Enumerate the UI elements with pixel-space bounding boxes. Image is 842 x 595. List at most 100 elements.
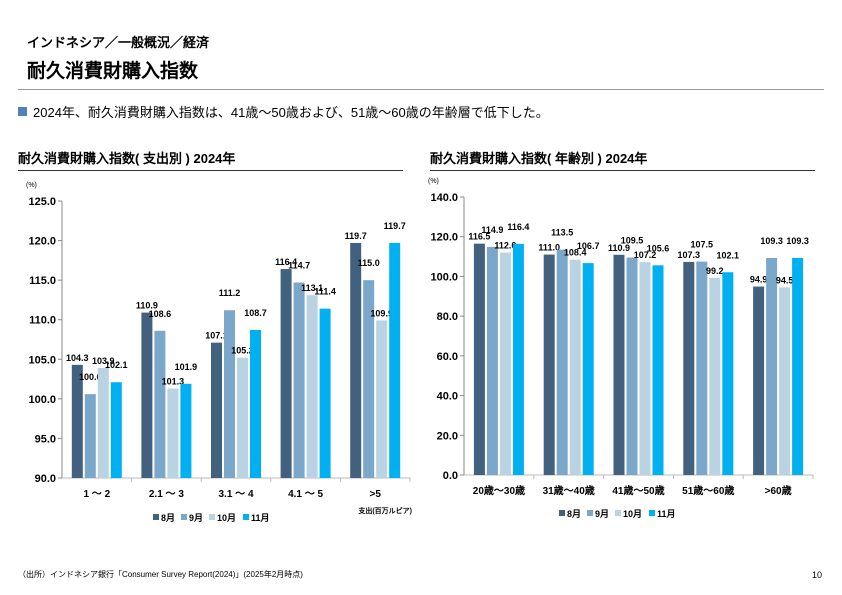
bar-8月	[473, 243, 485, 475]
bar-8月	[71, 364, 83, 478]
bar-11月	[319, 308, 331, 478]
chart-spending: (%) 90.0 95.0 100.0 105.0 110.0 115.0 120.0 125.…	[26, 182, 412, 523]
x-tick-label: 4.1 ～ 5	[288, 489, 323, 500]
y-tick-label: 115.0	[29, 275, 56, 287]
bar-9月	[766, 257, 778, 475]
legend-swatch-9月	[587, 510, 593, 516]
data-label: 115.0	[358, 258, 380, 268]
summary-bullet: 2024年、耐久消費財購入指数は、41歳～50歳および、51歳～60歳の年齢層で…	[18, 102, 549, 121]
legend-label: 10月	[217, 513, 236, 523]
divider	[430, 170, 815, 171]
bar-9月	[293, 282, 305, 478]
bar-10月	[639, 262, 651, 475]
bar-9月	[556, 249, 568, 475]
bar-10月	[709, 278, 721, 475]
bar-8月	[613, 254, 625, 475]
data-label: 112.0	[494, 241, 516, 251]
chart-title-age: 耐久消費財購入指数( 年齢別 ) 2024年	[430, 151, 648, 166]
bar-11月	[250, 330, 261, 478]
bar-9月	[224, 310, 235, 478]
legend-label: 11月	[657, 509, 676, 519]
bar-9月	[154, 330, 166, 478]
bar-9月	[626, 257, 638, 475]
bar-9月	[696, 261, 708, 475]
y-tick-label: 20.0	[437, 430, 458, 442]
data-label: 102.1	[717, 250, 740, 260]
legend-swatch-8月	[153, 514, 159, 520]
y-tick-label: 60.0	[437, 351, 458, 363]
y-tick-label: 90.0	[35, 473, 56, 485]
data-label: 114.7	[288, 261, 310, 271]
bar-10月	[167, 388, 179, 478]
data-label: 113.1	[301, 283, 323, 293]
data-label: 119.7	[384, 221, 406, 231]
data-label: 106.7	[577, 241, 600, 251]
legend-label: 8月	[567, 509, 581, 519]
data-label: 94.9	[750, 275, 768, 285]
unit-label: (%)	[428, 178, 439, 185]
data-label: 104.3	[66, 353, 89, 363]
bar-11月	[512, 243, 524, 475]
data-label: 111.2	[219, 288, 241, 298]
legend-label: 9月	[595, 509, 609, 519]
legend-label: 10月	[623, 509, 642, 519]
data-label: 108.4	[564, 248, 587, 258]
page-title: 耐久消費財購入指数	[27, 61, 199, 82]
data-label: 107.2	[634, 250, 657, 260]
data-label: 108.6	[149, 309, 172, 319]
chart-title-spending: 耐久消費財購入指数( 支出別 ) 2024年	[18, 151, 236, 166]
x-tick-label: 1 ～ 2	[83, 489, 110, 500]
data-label: 116.5	[468, 232, 490, 242]
legend-swatch-11月	[243, 514, 249, 520]
data-label: 101.3	[162, 377, 185, 387]
bar-8月	[280, 269, 292, 478]
data-label: 114.9	[481, 225, 503, 235]
bar-10月	[779, 287, 791, 475]
y-tick-label: 120.0	[28, 236, 56, 248]
y-tick-label: 105.0	[28, 354, 56, 366]
data-label: 107.3	[678, 250, 701, 260]
x-tick-label: 2.1 ～ 3	[149, 489, 184, 500]
data-label: 110.9	[608, 243, 630, 253]
legend-swatch-10月	[615, 510, 621, 516]
breadcrumb: インドネシア／一般概況／経済	[27, 35, 210, 50]
bullet-square-icon	[18, 107, 27, 116]
data-label: 119.7	[345, 231, 367, 241]
data-label: 101.9	[175, 362, 198, 372]
legend-swatch-8月	[559, 510, 565, 516]
page-number: 10	[812, 570, 823, 580]
bar-8月	[350, 242, 362, 478]
data-label: 109.9	[370, 309, 393, 319]
x-tick-label: 20歳～30歳	[473, 484, 525, 497]
x-axis-title: 支出(百万ルピア)	[357, 506, 412, 515]
bar-8月	[141, 312, 153, 478]
divider	[18, 89, 824, 90]
data-label: 109.3	[760, 236, 783, 246]
bar-10月	[97, 367, 109, 478]
legend-label: 9月	[189, 513, 203, 523]
data-label: 116.4	[275, 257, 297, 267]
y-tick-label: 80.0	[437, 311, 458, 323]
data-label: 107.5	[691, 240, 714, 250]
source-note: （出所）インドネシア銀行「Consumer Survey Report(2024…	[18, 570, 303, 579]
bar-11月	[389, 242, 401, 478]
bar-8月	[211, 342, 222, 478]
bar-9月	[363, 280, 375, 478]
bar-11月	[722, 272, 734, 475]
y-tick-label: 120.0	[430, 232, 458, 244]
unit-label: (%)	[26, 182, 37, 189]
data-label: 100.6	[79, 372, 102, 382]
data-label: 109.5	[621, 236, 644, 246]
bar-10月	[569, 259, 581, 475]
summary-text: 2024年、耐久消費財購入指数は、41歳～50歳および、51歳～60歳の年齢層で…	[33, 105, 549, 120]
bar-11月	[582, 263, 594, 475]
data-label: 105.2	[231, 346, 254, 356]
data-label: 109.3	[786, 236, 809, 246]
legend-label: 11月	[251, 513, 270, 523]
data-label: 107.1	[205, 331, 228, 341]
bar-10月	[376, 320, 388, 478]
legend-label: 8月	[161, 513, 175, 523]
data-label: 110.9	[136, 301, 158, 311]
legend-swatch-9月	[181, 514, 187, 520]
